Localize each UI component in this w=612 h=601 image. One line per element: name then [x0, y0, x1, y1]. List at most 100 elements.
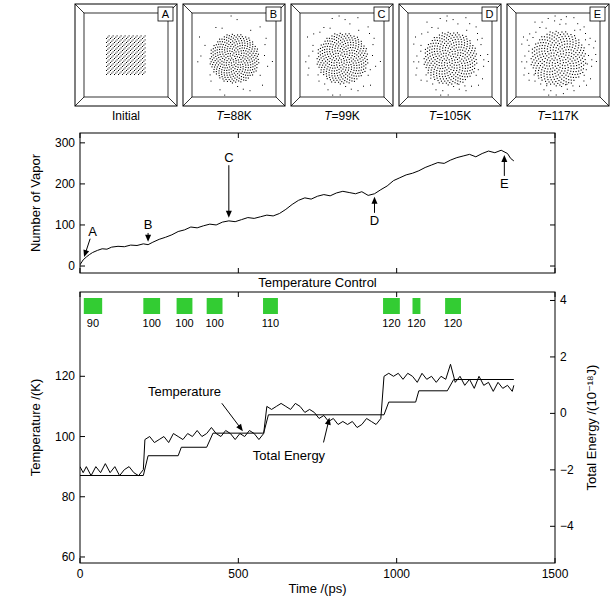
- molecule: [562, 36, 563, 37]
- molecule: [119, 69, 120, 70]
- molecule: [351, 69, 352, 70]
- molecule: [437, 58, 438, 59]
- molecule: [350, 71, 351, 72]
- molecule: [350, 42, 351, 43]
- molecule: [562, 45, 563, 46]
- molecule: [548, 53, 549, 54]
- molecule: [339, 69, 340, 70]
- molecule: [246, 48, 247, 49]
- molecule: [564, 77, 565, 78]
- molecule: [142, 42, 143, 43]
- vapor-molecule: [427, 22, 428, 23]
- molecule: [337, 67, 338, 68]
- molecule: [109, 39, 110, 40]
- molecule: [238, 62, 239, 63]
- molecule: [357, 49, 358, 50]
- molecule: [444, 58, 445, 59]
- x-tick: [396, 133, 397, 138]
- molecule: [569, 73, 570, 74]
- molecule: [449, 71, 450, 72]
- plot-area: [80, 150, 514, 265]
- molecule: [227, 46, 228, 47]
- molecule: [447, 72, 448, 73]
- molecule: [567, 43, 568, 44]
- molecule: [229, 50, 230, 51]
- vapor-molecule: [574, 90, 575, 91]
- annotation-arrow: [501, 155, 507, 176]
- x-axis-title: Time /(ps): [288, 581, 346, 596]
- molecule: [246, 39, 247, 40]
- molecule: [361, 57, 362, 58]
- molecule: [141, 67, 142, 68]
- molecule: [245, 50, 246, 51]
- molecule: [126, 58, 127, 59]
- molecule: [224, 75, 225, 76]
- molecule: [578, 45, 579, 46]
- molecule: [332, 78, 333, 79]
- molecule: [542, 53, 543, 54]
- molecule: [359, 65, 360, 66]
- molecule: [532, 56, 533, 57]
- molecule: [246, 72, 247, 73]
- molecule: [255, 53, 256, 54]
- molecule: [228, 41, 229, 42]
- molecule: [338, 41, 339, 42]
- molecule: [323, 63, 324, 64]
- y-tick: [80, 224, 85, 225]
- molecule: [462, 65, 463, 66]
- vapor-molecule: [584, 26, 585, 27]
- molecule: [326, 76, 327, 77]
- molecule: [361, 53, 362, 54]
- molecule: [232, 74, 233, 75]
- molecule: [470, 76, 471, 77]
- molecule: [330, 58, 331, 59]
- molecule: [212, 64, 213, 65]
- molecule: [336, 43, 337, 44]
- panel-edge: [384, 97, 393, 106]
- molecule: [221, 44, 222, 45]
- molecule: [110, 46, 111, 47]
- molecule: [335, 46, 336, 47]
- molecule: [361, 61, 362, 62]
- vapor-molecule: [305, 61, 306, 62]
- molecule: [538, 43, 539, 44]
- molecule: [533, 59, 534, 60]
- molecule: [126, 70, 127, 71]
- x-tick-label: 1500: [542, 567, 569, 581]
- molecule: [564, 65, 565, 66]
- molecule: [430, 75, 431, 76]
- molecule: [114, 66, 115, 67]
- panel-edge: [291, 97, 300, 106]
- annotation-label: E: [500, 176, 509, 191]
- molecule: [224, 39, 225, 40]
- molecule: [134, 58, 135, 59]
- molecule: [341, 59, 342, 60]
- molecule: [579, 64, 580, 65]
- vapor-molecule: [466, 30, 467, 31]
- molecule: [457, 80, 458, 81]
- y-tick-label: 120: [55, 369, 75, 383]
- molecule: [109, 51, 110, 52]
- molecule: [329, 51, 330, 52]
- molecule: [568, 82, 569, 83]
- molecule: [249, 53, 250, 54]
- molecule: [235, 82, 236, 83]
- molecule: [446, 83, 447, 84]
- molecule: [142, 46, 143, 47]
- molecule: [342, 42, 343, 43]
- molecule: [117, 67, 118, 68]
- molecule: [450, 69, 451, 70]
- molecule: [361, 41, 362, 42]
- molecule: [123, 53, 124, 54]
- molecule: [118, 38, 119, 39]
- molecule: [129, 51, 130, 52]
- molecule: [356, 58, 357, 59]
- molecule: [341, 62, 342, 63]
- molecule: [344, 63, 345, 64]
- molecule: [539, 45, 540, 46]
- molecule: [347, 40, 348, 41]
- molecule: [129, 71, 130, 72]
- molecule: [233, 53, 234, 54]
- y-tick: [550, 224, 555, 225]
- molecule: [584, 47, 585, 48]
